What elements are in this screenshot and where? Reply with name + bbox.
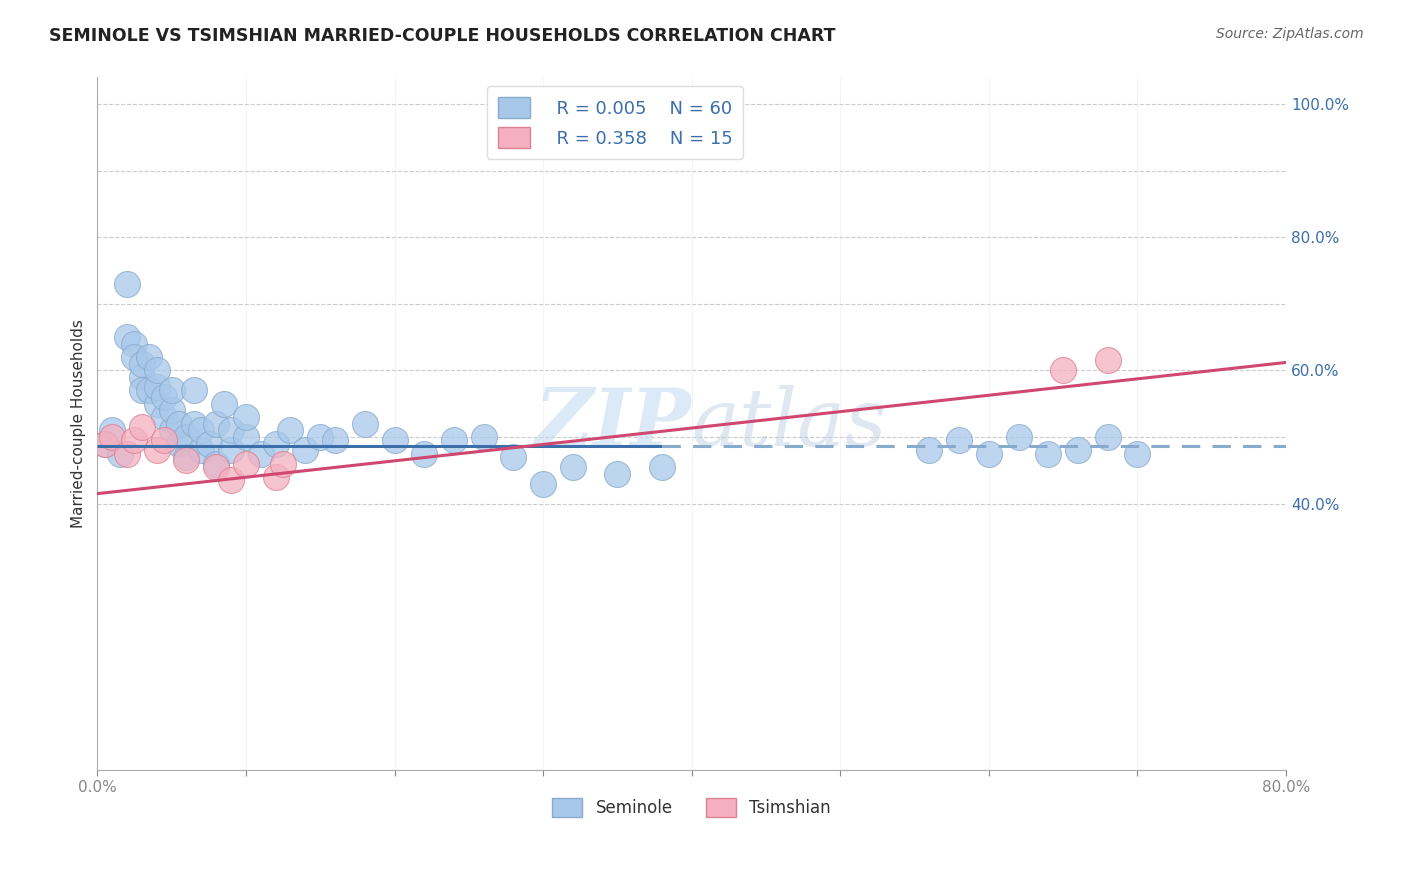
Point [1067,443,1090,458]
Point [138,384,160,398]
Point [146,363,169,377]
Point [413,447,436,461]
Point [183,384,205,398]
Text: Source: ZipAtlas.com: Source: ZipAtlas.com [1216,27,1364,41]
Point [323,434,346,448]
Point [131,420,153,434]
Point [160,423,183,437]
Point [280,423,302,437]
Point [235,457,257,471]
Point [1052,363,1074,377]
Point [124,336,146,351]
Point [108,447,131,461]
Point [205,457,228,471]
Point [131,370,153,384]
Point [294,443,316,458]
Point [443,434,465,448]
Point [264,470,287,484]
Point [167,436,190,450]
Point [115,447,138,461]
Point [160,403,183,417]
Point [197,436,219,450]
Point [205,417,228,431]
Point [1126,447,1149,461]
Point [153,410,176,425]
Text: ZIP: ZIP [534,385,692,462]
Point [146,443,169,458]
Point [977,447,1000,461]
Point [124,434,146,448]
Point [353,417,375,431]
Point [101,430,124,444]
Point [271,457,294,471]
Point [235,410,257,425]
Point [1007,430,1029,444]
Point [94,436,117,450]
Point [115,330,138,344]
Y-axis label: Married-couple Households: Married-couple Households [72,319,86,528]
Point [472,430,495,444]
Point [384,434,406,448]
Point [205,460,228,475]
Point [918,443,941,458]
Point [183,417,205,431]
Point [94,436,117,450]
Point [190,443,212,458]
Point [167,417,190,431]
Point [124,350,146,364]
Point [219,443,242,458]
Point [235,430,257,444]
Point [531,476,554,491]
Point [138,350,160,364]
Point [309,430,332,444]
Point [115,277,138,291]
Point [146,380,169,394]
Text: SEMINOLE VS TSIMSHIAN MARRIED-COUPLE HOUSEHOLDS CORRELATION CHART: SEMINOLE VS TSIMSHIAN MARRIED-COUPLE HOU… [49,27,835,45]
Point [249,447,271,461]
Point [561,460,583,475]
Point [651,460,673,475]
Point [131,357,153,371]
Point [153,390,176,404]
Text: atlas: atlas [692,385,887,462]
Point [212,397,235,411]
Point [176,453,198,467]
Point [153,434,176,448]
Point [176,430,198,444]
Point [1097,430,1119,444]
Point [160,384,183,398]
Point [219,473,242,487]
Point [502,450,524,464]
Point [264,436,287,450]
Point [1097,353,1119,368]
Point [101,423,124,437]
Point [1038,447,1060,461]
Point [131,384,153,398]
Point [219,423,242,437]
Point [606,467,628,481]
Legend: Seminole, Tsimshian: Seminole, Tsimshian [546,791,838,824]
Point [146,397,169,411]
Point [190,423,212,437]
Point [948,434,970,448]
Point [176,450,198,464]
